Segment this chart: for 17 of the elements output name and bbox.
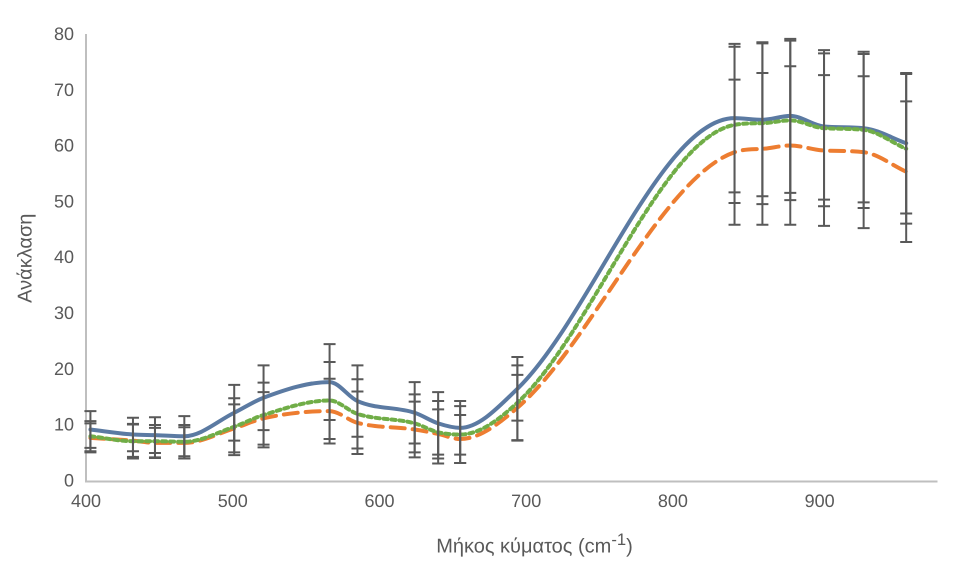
- y-tick-label: 40: [54, 247, 74, 268]
- y-tick-label: 50: [54, 191, 74, 212]
- x-tick-label: 800: [658, 491, 688, 512]
- x-tick-label: 500: [218, 491, 248, 512]
- x-tick-label: 900: [804, 491, 835, 512]
- y-tick-label: 70: [54, 80, 74, 100]
- y-tick-label: 20: [54, 358, 74, 379]
- x-tick-label: 600: [364, 491, 394, 512]
- y-tick-label: 80: [54, 24, 74, 44]
- y-axis-title: Ανάκλαση: [14, 214, 37, 303]
- x-tick-label: 700: [511, 491, 542, 512]
- y-tick-label: 10: [54, 414, 74, 435]
- y-tick-label: 0: [64, 470, 74, 490]
- y-tick-label: 30: [54, 302, 74, 323]
- x-tick-label: 400: [71, 491, 102, 512]
- y-tick-label: 60: [54, 136, 74, 156]
- x-axis-title: Μήκος κύματος (cm$^{-1}$): [435, 530, 634, 559]
